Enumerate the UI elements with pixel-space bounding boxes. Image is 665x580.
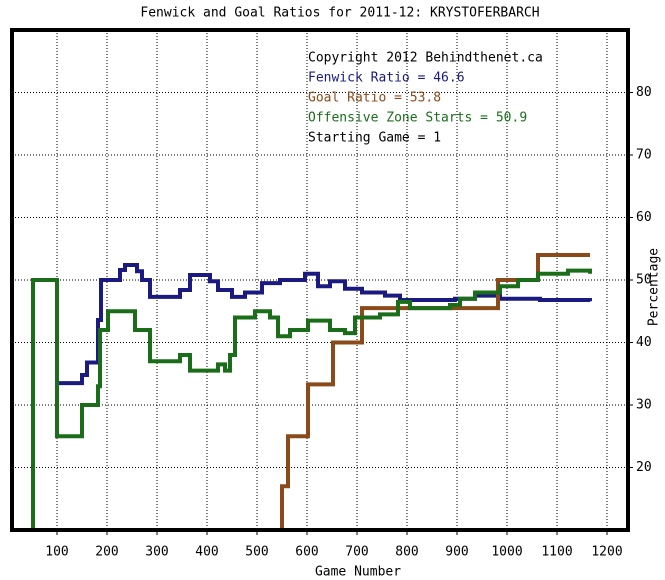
- y-tick-label: 80: [636, 85, 652, 100]
- x-tick-label: 1100: [541, 545, 572, 560]
- x-tick-label: 100: [45, 545, 68, 560]
- y-tick-label: 40: [636, 335, 652, 350]
- annotation: Goal Ratio = 53.8: [308, 91, 441, 106]
- x-tick-label: 700: [345, 545, 368, 560]
- y-tick-label: 60: [636, 210, 652, 225]
- annotation: Fenwick Ratio = 46.6: [308, 71, 465, 86]
- data-line: [58, 263, 592, 386]
- x-tick-label: 600: [295, 545, 318, 560]
- y-tick-label: 70: [636, 148, 652, 163]
- y-tick-label: 50: [636, 273, 652, 288]
- annotation: Offensive Zone Starts = 50.9: [308, 111, 527, 126]
- x-axis-label: Game Number: [315, 565, 401, 580]
- data-line: [277, 253, 590, 530]
- data-line: [31, 268, 592, 530]
- x-tick-label: 200: [95, 545, 118, 560]
- x-tick-label: 300: [145, 545, 168, 560]
- chart-title: Fenwick and Goal Ratios for 2011-12: KRY…: [140, 6, 539, 21]
- x-tick-label: 500: [245, 545, 268, 560]
- y-axis-label: Percentage: [647, 248, 662, 326]
- x-tick-label: 1200: [591, 545, 622, 560]
- lines: [31, 253, 592, 530]
- y-tick-label: 20: [636, 460, 652, 475]
- y-tick-label: 30: [636, 398, 652, 413]
- x-tick-label: 800: [395, 545, 418, 560]
- x-tick-label: 400: [195, 545, 218, 560]
- x-tick-label: 900: [445, 545, 468, 560]
- x-tick-label: 1000: [491, 545, 522, 560]
- annotation: Starting Game = 1: [308, 131, 441, 146]
- annotation: Copyright 2012 Behindthenet.ca: [308, 51, 543, 66]
